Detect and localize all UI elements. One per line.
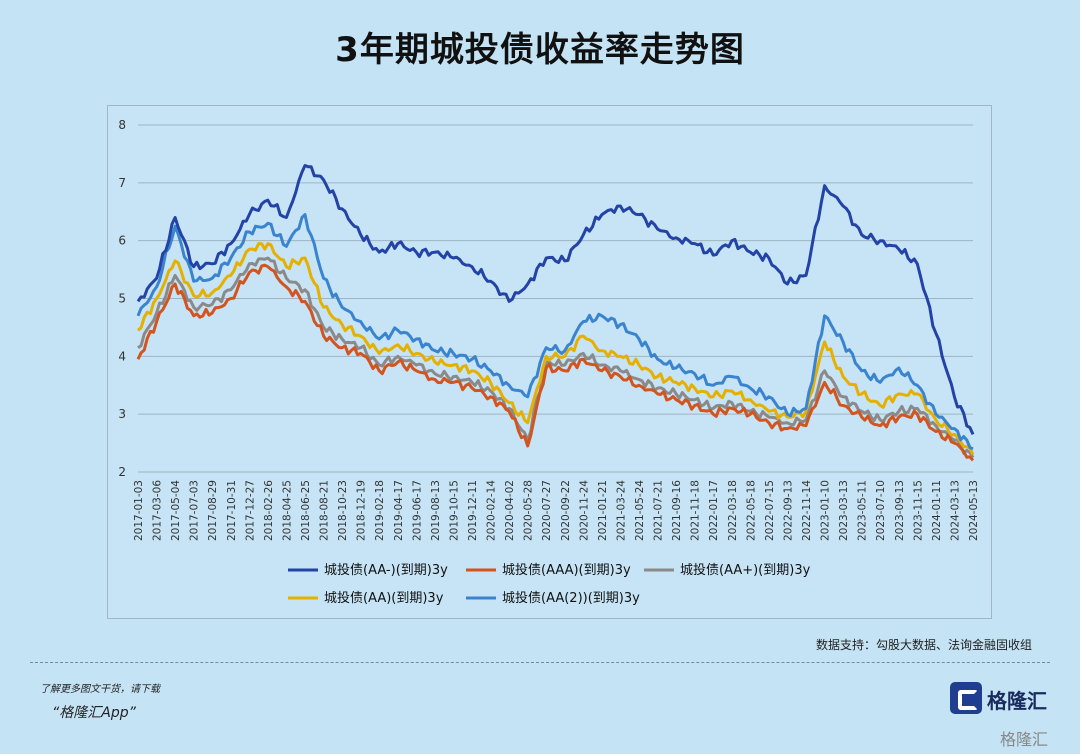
x-tick-label: 2024-05-13 — [968, 480, 980, 541]
y-tick-label: 4 — [118, 349, 126, 363]
x-tick-label: 2021-03-24 — [615, 480, 627, 541]
series-line — [136, 164, 975, 436]
x-tick-label: 2023-07-10 — [875, 480, 887, 541]
x-tick-label: 2021-05-24 — [634, 480, 646, 541]
x-tick-label: 2018-10-23 — [337, 480, 349, 541]
legend-label: 城投债(AA+)(到期)3y — [680, 562, 811, 578]
x-tick-label: 2018-06-25 — [300, 480, 312, 541]
legend-label: 城投债(AA)(到期)3y — [324, 590, 444, 606]
x-tick-label: 2022-11-14 — [801, 480, 813, 541]
x-tick-label: 2023-03-13 — [838, 480, 850, 541]
x-tick-label: 2021-11-18 — [690, 480, 702, 541]
series-line — [136, 263, 975, 462]
chart-panel: 2 3 4 5 6 7 8 2017-01-03 2017-03-06 2017-05-04 201… — [107, 105, 992, 619]
legend-label: 城投债(AA(2))(到期)3y — [502, 590, 640, 606]
x-tick-label: 2022-07-15 — [764, 480, 776, 541]
chart-title: 3年期城投债收益率走势图 — [335, 30, 745, 70]
x-tick-label: 2024-01-11 — [931, 480, 943, 541]
x-tick-label: 2020-05-28 — [523, 480, 535, 541]
x-tick-label: 2023-11-15 — [912, 480, 924, 541]
y-tick-label: 7 — [118, 176, 126, 190]
x-tick-label: 2022-05-18 — [745, 480, 757, 541]
x-tick-label: 2022-01-17 — [708, 480, 720, 541]
x-tick-label: 2019-04-17 — [393, 480, 405, 541]
brand-name: 格隆汇 — [987, 689, 1047, 713]
x-tick-label: 2018-08-21 — [319, 480, 331, 541]
x-tick-label: 2017-12-27 — [244, 480, 256, 541]
x-tick-label: 2020-04-02 — [504, 480, 516, 541]
promo-app-name: “格隆汇App” — [52, 705, 136, 721]
footer-divider — [30, 662, 1050, 663]
x-tick-label: 2018-02-26 — [263, 480, 275, 541]
x-tick-label: 2017-08-29 — [207, 480, 219, 541]
line-chart: 2 3 4 5 6 7 8 2017-01-03 2017-03-06 2017-05-04 201… — [118, 118, 980, 606]
x-tick-label: 2017-03-06 — [152, 480, 164, 541]
y-tick-label: 3 — [118, 407, 126, 421]
brand-logo: 格隆汇 — [950, 680, 1050, 716]
y-tick-label: 2 — [118, 465, 126, 479]
x-tick-label: 2022-09-13 — [782, 480, 794, 541]
x-tick-label: 2017-07-03 — [189, 480, 201, 541]
series-line — [136, 213, 974, 451]
x-tick-label: 2019-02-18 — [374, 480, 386, 541]
series-line — [137, 242, 975, 456]
x-tick-label: 2023-05-11 — [857, 480, 869, 541]
x-tick-label: 2020-02-14 — [486, 480, 498, 541]
x-tick-label: 2024-03-13 — [949, 480, 961, 541]
x-tick-label: 2023-09-13 — [894, 480, 906, 541]
x-tick-label: 2021-01-21 — [597, 480, 609, 541]
x-tick-label: 2020-09-22 — [560, 480, 572, 541]
x-tick-label: 2018-04-25 — [281, 480, 293, 541]
promo-text: 了解更多图文干货，请下载 — [40, 684, 160, 695]
x-tick-label: 2017-05-04 — [170, 480, 182, 541]
y-tick-label: 8 — [118, 118, 126, 132]
x-tick-label: 2021-09-16 — [671, 480, 683, 541]
legend-label: 城投债(AAA)(到期)3y — [502, 562, 631, 578]
x-tick-label: 2023-01-10 — [820, 480, 832, 541]
corner-watermark: 格隆汇 — [1000, 730, 1049, 749]
y-tick-label: 5 — [118, 292, 126, 306]
y-tick-label: 6 — [118, 234, 126, 248]
x-tick-label: 2019-12-11 — [467, 480, 479, 541]
x-tick-label: 2019-06-17 — [411, 480, 423, 541]
x-tick-label: 2017-01-03 — [133, 480, 145, 541]
x-tick-label: 2019-10-15 — [448, 480, 460, 541]
brand-g-icon — [950, 682, 982, 714]
series-line — [137, 256, 975, 459]
x-tick-label: 2020-11-24 — [578, 480, 590, 541]
x-tick-label: 2018-12-19 — [356, 480, 368, 541]
x-tick-label: 2022-03-18 — [727, 480, 739, 541]
x-tick-label: 2020-07-27 — [541, 480, 553, 541]
x-tick-label: 2017-10-31 — [226, 480, 238, 541]
x-tick-label: 2021-07-21 — [653, 480, 665, 541]
legend-label: 城投债(AA-)(到期)3y — [324, 562, 448, 578]
data-source-note: 数据支持：勾股大数据、法询金融固收组 — [815, 638, 1032, 652]
x-tick-label: 2019-08-13 — [430, 480, 442, 541]
